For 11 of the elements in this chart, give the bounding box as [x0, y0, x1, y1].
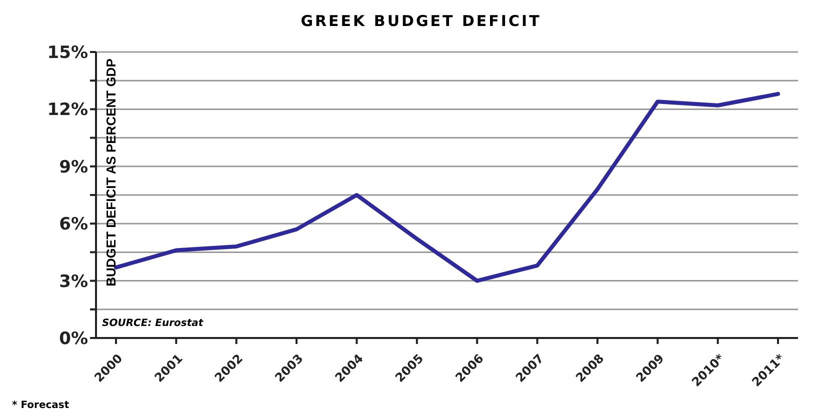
y-tick-label: 0%	[59, 329, 88, 350]
y-tick-label: 15%	[47, 43, 88, 64]
annotation: SOURCE: Eurostat	[102, 318, 204, 329]
y-tick-label: 9%	[59, 157, 88, 178]
y-tick-label: 12%	[47, 100, 88, 120]
y-tick-label: 6%	[59, 214, 88, 235]
line-series	[114, 92, 780, 283]
y-tick-label: 3%	[59, 272, 88, 292]
y-axis-title: BUDGET DEFICIT AS PERCENT GDP	[104, 58, 119, 286]
text: * Forecast	[12, 400, 70, 411]
chart-title: GREEK BUDGET DEFICIT	[300, 11, 542, 32]
